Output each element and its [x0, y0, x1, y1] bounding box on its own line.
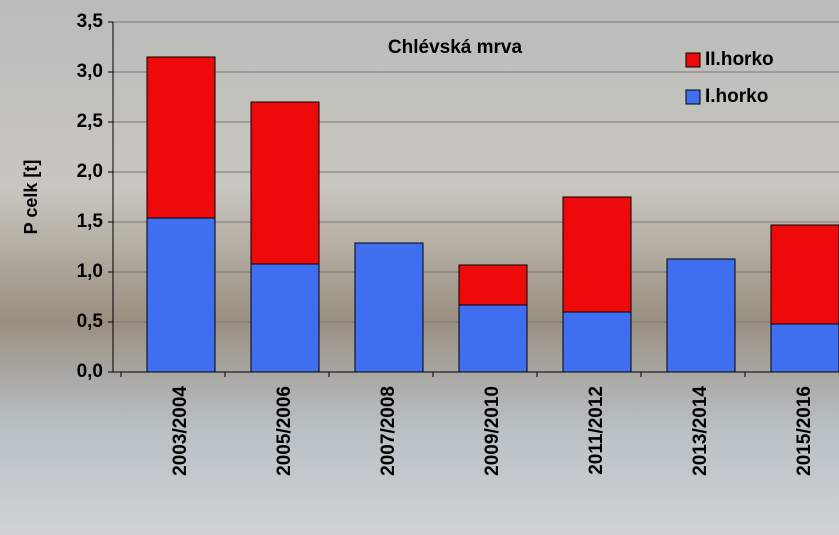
- bar-segment: [562, 196, 632, 313]
- x-tick-label: 2009/2010: [482, 386, 503, 476]
- chart-title: Chlévská mrva: [388, 37, 523, 58]
- y-tick-label: 2,0: [77, 161, 103, 182]
- bar-segment: [562, 311, 632, 373]
- legend-label: I.horko: [705, 86, 768, 107]
- y-axis-label: P celk [t]: [21, 160, 41, 235]
- bar-segment: [146, 56, 216, 219]
- y-tick-label: 1,5: [77, 211, 104, 232]
- x-tick-label: 2005/2006: [274, 386, 295, 476]
- y-tick-label: 2,5: [77, 111, 104, 132]
- y-tick-label: 3,5: [77, 11, 104, 32]
- legend-swatch: [685, 89, 701, 105]
- bar-segment: [666, 258, 736, 373]
- legend-swatch: [685, 52, 701, 68]
- bar-segment: [250, 263, 320, 373]
- y-tick-label: 1,0: [77, 261, 103, 282]
- x-tick-label: 2015/2016: [794, 386, 815, 476]
- bar-segment: [770, 224, 839, 325]
- x-tick-label: 2007/2008: [378, 386, 399, 476]
- x-tick-label: 2003/2004: [170, 386, 191, 476]
- bar-segment: [354, 242, 424, 373]
- bar-segment: [458, 264, 528, 306]
- bar-segment: [146, 217, 216, 373]
- legend-label: II.horko: [705, 49, 774, 70]
- x-tick-label: 2011/2012: [586, 386, 607, 475]
- bar-segment: [250, 101, 320, 265]
- y-tick-label: 0,0: [77, 361, 103, 382]
- y-tick-label: 3,0: [77, 61, 103, 82]
- y-tick-label: 0,5: [77, 311, 104, 332]
- bar-segment: [458, 304, 528, 373]
- bar-segment: [770, 323, 839, 373]
- x-tick-label: 2013/2014: [690, 386, 711, 476]
